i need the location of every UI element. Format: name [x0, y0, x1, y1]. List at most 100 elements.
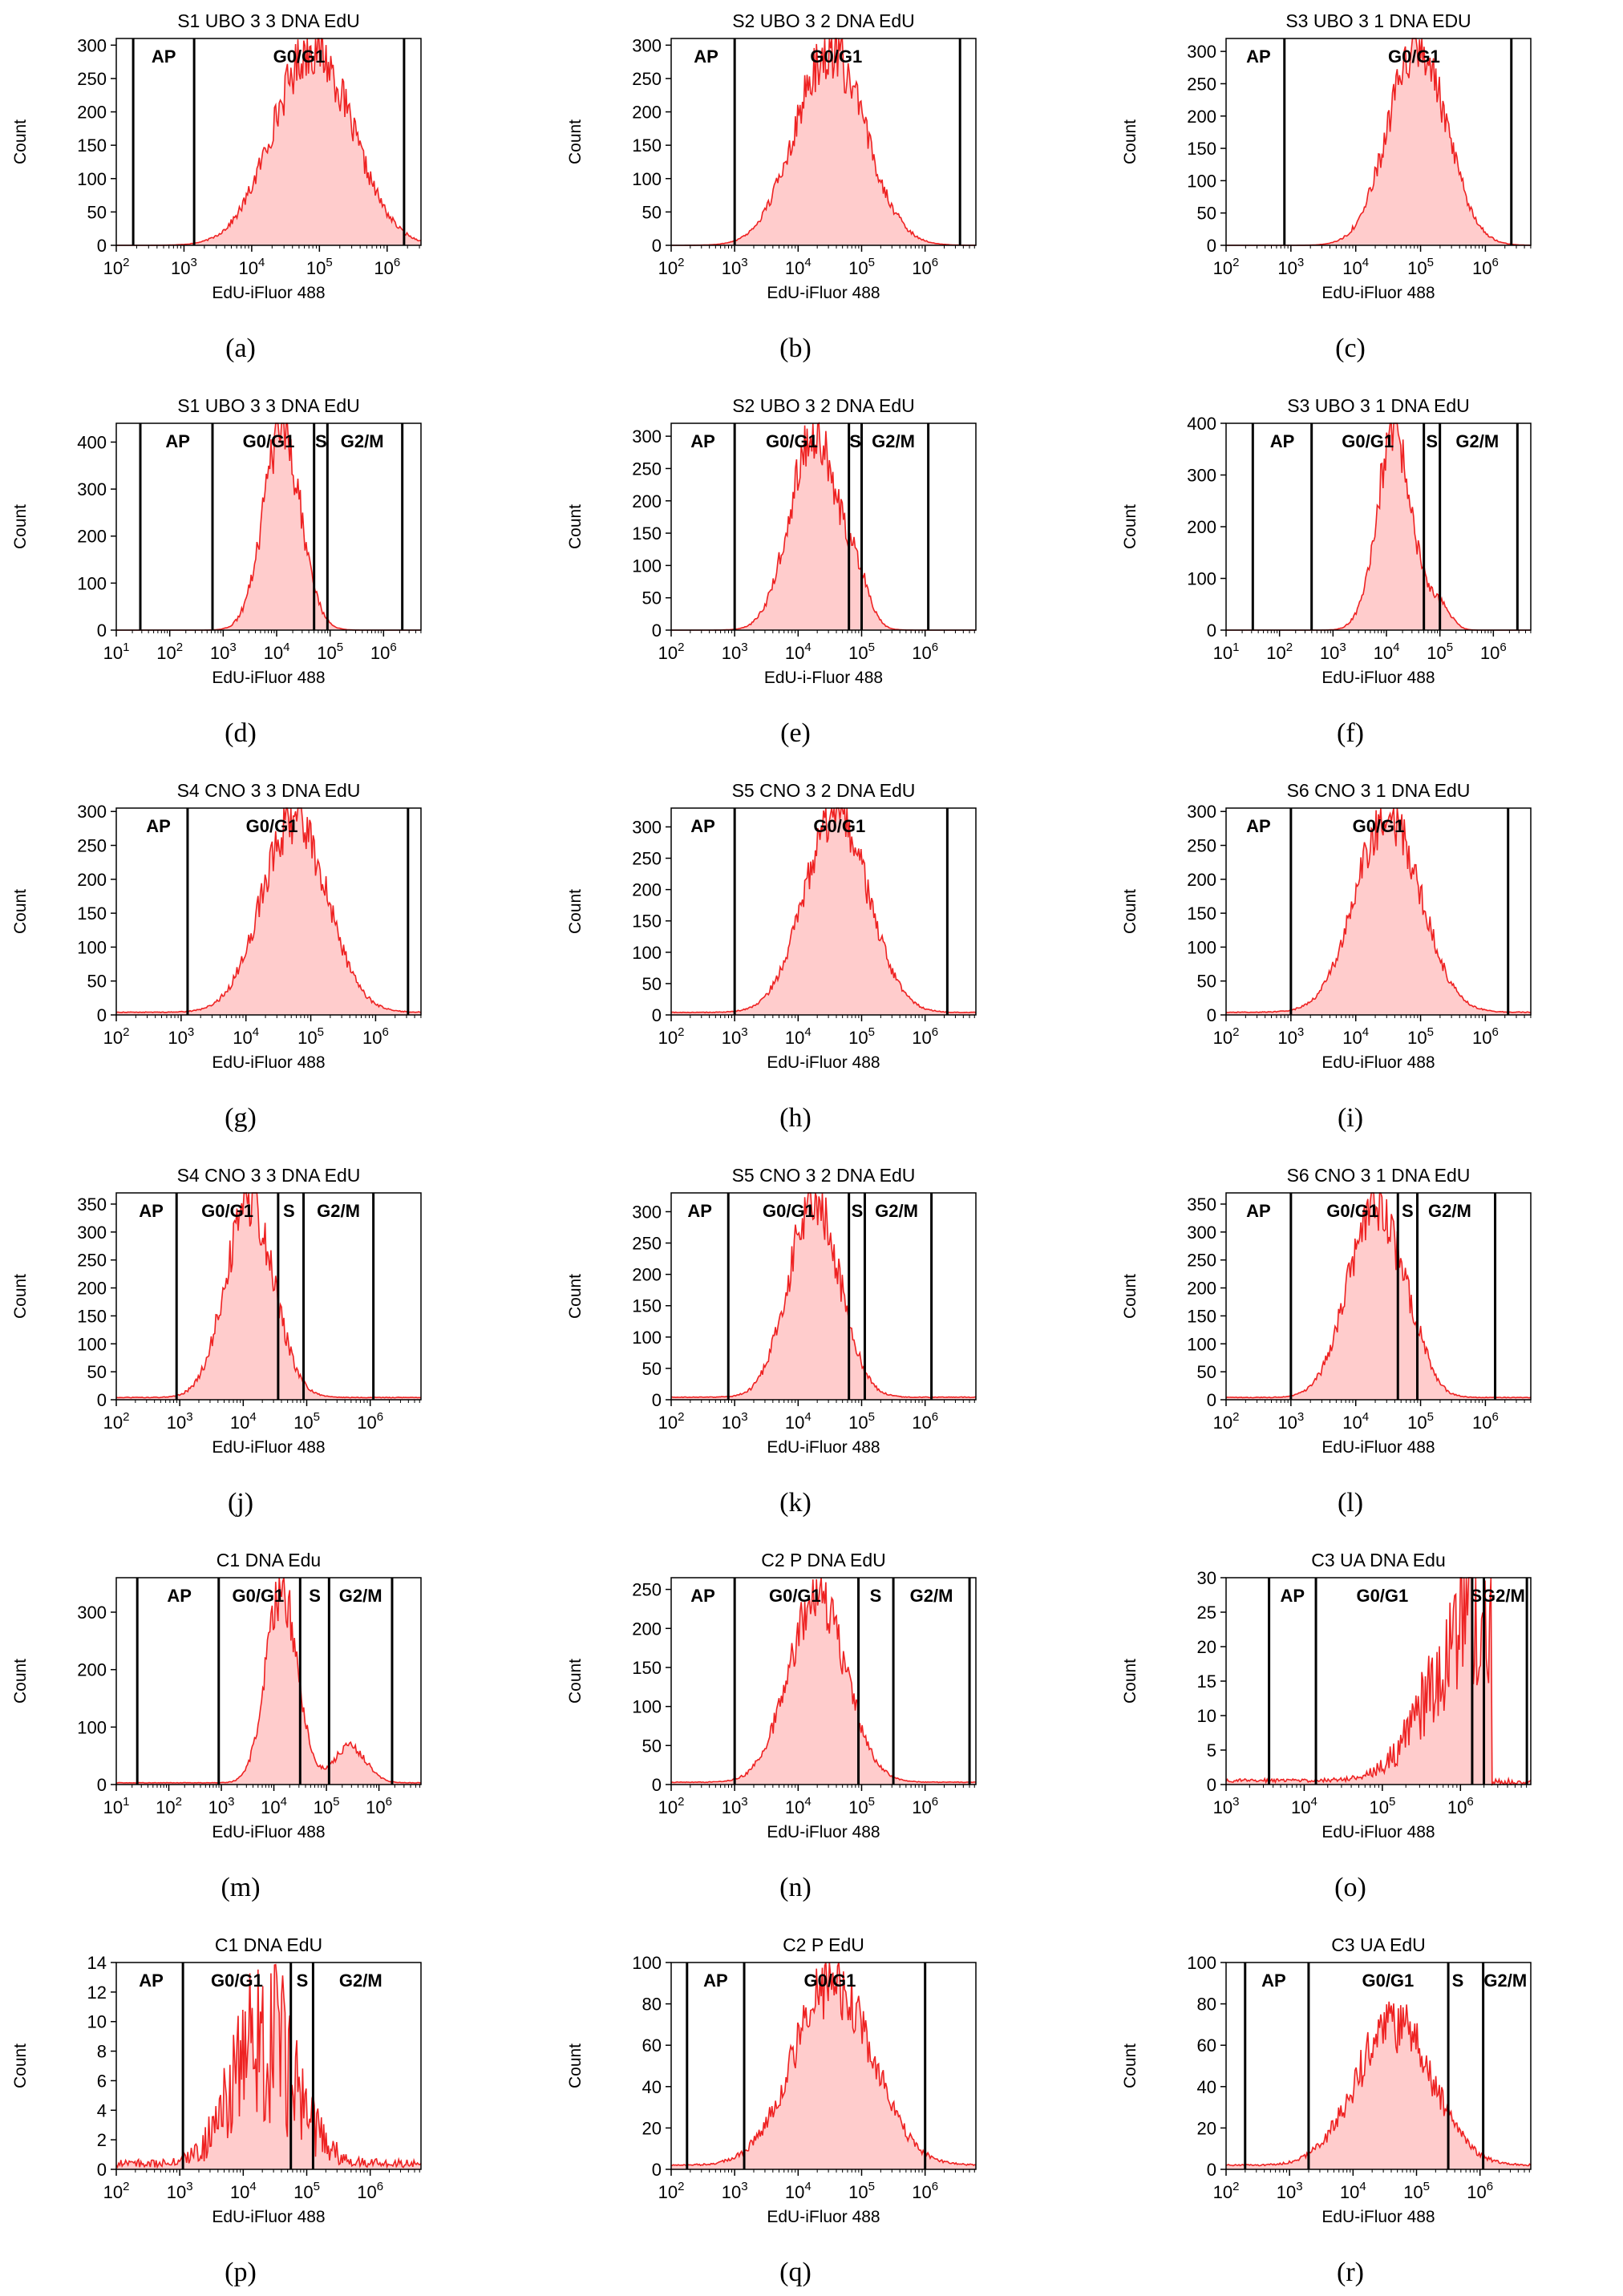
x-tick-label: 104 — [1342, 256, 1369, 278]
chart-title: C3 UA EdU — [1331, 1934, 1426, 1955]
y-axis-label: Count — [1121, 504, 1139, 549]
y-tick-label: 300 — [1187, 42, 1216, 62]
gate-label: S — [1452, 1971, 1464, 1991]
gate-label: AP — [139, 1971, 164, 1991]
histogram-line — [1225, 1192, 1532, 1399]
plot-frame — [115, 807, 422, 1016]
x-tick-label: 104 — [1342, 1410, 1369, 1433]
x-tick-label: 102 — [658, 1410, 685, 1433]
x-tick-label: 102 — [103, 1410, 130, 1433]
panel-label: (c) — [1335, 333, 1366, 363]
x-axis-label: EdU-iFluor 488 — [212, 1053, 325, 1072]
y-axis-label: Count — [566, 2043, 585, 2088]
y-tick-label: 100 — [77, 169, 107, 189]
panel-label: (h) — [779, 1103, 812, 1133]
x-tick-label: 102 — [658, 1025, 685, 1048]
y-tick-label: 14 — [87, 1953, 107, 1973]
y-tick-label: 100 — [77, 937, 107, 957]
y-tick-label: 200 — [632, 1265, 662, 1285]
panel-r: C3 UA EdU AP G0/G1 S G2/M 0 20 40 60 80 100 102 103 1… — [1110, 1927, 1591, 2296]
gate-label: G2/M — [341, 431, 384, 451]
y-tick-label: 25 — [1197, 1603, 1216, 1623]
gate-label: AP — [1281, 1586, 1305, 1606]
x-tick-label: 103 — [1277, 256, 1304, 278]
y-tick-label: 100 — [1187, 569, 1216, 589]
y-tick-label: 50 — [87, 972, 107, 992]
gate-label: S — [297, 1971, 309, 1991]
plot-frame — [670, 422, 977, 631]
x-tick-label: 106 — [362, 1025, 389, 1048]
gate-label: G0/G1 — [1326, 1201, 1378, 1221]
x-tick-label: 105 — [848, 2180, 875, 2202]
gate-label: AP — [146, 816, 171, 836]
y-tick-label: 250 — [632, 1580, 662, 1600]
y-tick-label: 40 — [1197, 2077, 1216, 2097]
y-tick-label: 250 — [1187, 836, 1216, 856]
plot-frame — [670, 38, 977, 246]
histogram-fill — [116, 1193, 421, 1400]
chart-title: S5 CNO 3 2 DNA EdU — [732, 1165, 916, 1186]
y-tick-label: 40 — [642, 2077, 662, 2097]
panel-label: (o) — [1334, 1873, 1366, 1902]
y-tick-label: 0 — [97, 1775, 107, 1795]
x-tick-label: 106 — [1472, 256, 1499, 278]
x-axis-label: EdU-iFluor 488 — [767, 2208, 880, 2226]
y-tick-label: 300 — [1187, 1223, 1216, 1243]
y-tick-label: 50 — [1197, 1362, 1216, 1382]
gate-label: S — [1426, 431, 1438, 451]
x-tick-label: 104 — [238, 256, 265, 278]
x-tick-label: 103 — [722, 641, 748, 663]
panel-label: (l) — [1337, 1488, 1364, 1518]
gate-label: G0/G1 — [232, 1586, 284, 1606]
y-tick-label: 150 — [632, 135, 662, 156]
x-tick-label: 105 — [848, 1410, 875, 1433]
y-tick-label: 200 — [77, 1279, 107, 1299]
histogram-fill — [671, 423, 976, 630]
y-tick-label: 150 — [1187, 903, 1216, 924]
plot-frame — [1225, 1192, 1532, 1401]
y-tick-label: 250 — [632, 459, 662, 479]
histogram-line — [1225, 807, 1531, 1013]
x-tick-label: 103 — [167, 2180, 193, 2202]
x-tick-label: 104 — [785, 1410, 812, 1433]
x-tick-label: 102 — [156, 1795, 182, 1817]
panel-label: (b) — [779, 333, 812, 363]
gate-label: G0/G1 — [810, 46, 862, 67]
y-tick-label: 150 — [632, 1658, 662, 1678]
x-tick-label: 105 — [306, 256, 333, 278]
chart-title: S6 CNO 3 1 DNA EdU — [1287, 780, 1471, 801]
panel-label: (j) — [227, 1488, 254, 1518]
x-axis-label: EdU-iFluor 488 — [212, 1823, 325, 1841]
y-tick-label: 50 — [1197, 204, 1216, 224]
x-tick-label: 101 — [103, 1795, 130, 1817]
x-tick-label: 106 — [912, 1410, 938, 1433]
y-tick-label: 300 — [77, 1603, 107, 1623]
gate-label: AP — [694, 46, 718, 67]
y-tick-label: 0 — [97, 620, 107, 641]
y-tick-label: 100 — [1187, 1334, 1216, 1354]
plot-frame — [670, 1577, 977, 1785]
x-tick-label: 106 — [1447, 1795, 1474, 1817]
y-tick-label: 100 — [77, 573, 107, 593]
y-tick-label: 20 — [1197, 1637, 1216, 1657]
y-tick-label: 0 — [97, 2160, 107, 2180]
y-tick-label: 300 — [632, 1202, 662, 1222]
gate-label: S — [852, 1201, 864, 1221]
y-tick-label: 100 — [632, 1953, 662, 1973]
histogram-l: S6 CNO 3 1 DNA EdU AP G0/G1 S G2/M 0 50 100 150 2… — [1121, 1165, 1532, 1457]
y-axis-label: Count — [11, 1274, 30, 1319]
x-tick-label: 104 — [230, 2180, 257, 2202]
y-tick-label: 100 — [632, 1697, 662, 1717]
x-tick-label: 106 — [374, 256, 400, 278]
panel-h: S5 CNO 3 2 DNA EdU AP G0/G1 0 50 100 150 200 250… — [555, 773, 1036, 1142]
gate-label: G2/M — [317, 1201, 360, 1221]
histogram-line — [670, 1577, 976, 1784]
histogram-m: C1 DNA Edu AP G0/G1 S G2/M 0 100 200 300 101 102 10… — [11, 1550, 422, 1841]
gate-label: S — [849, 431, 861, 451]
x-tick-label: 104 — [785, 256, 812, 278]
y-tick-label: 12 — [87, 1983, 107, 2003]
x-tick-label: 105 — [317, 641, 343, 663]
panel-label: (p) — [225, 2258, 257, 2287]
y-tick-label: 200 — [77, 103, 107, 123]
gate-label: AP — [1246, 1201, 1271, 1221]
